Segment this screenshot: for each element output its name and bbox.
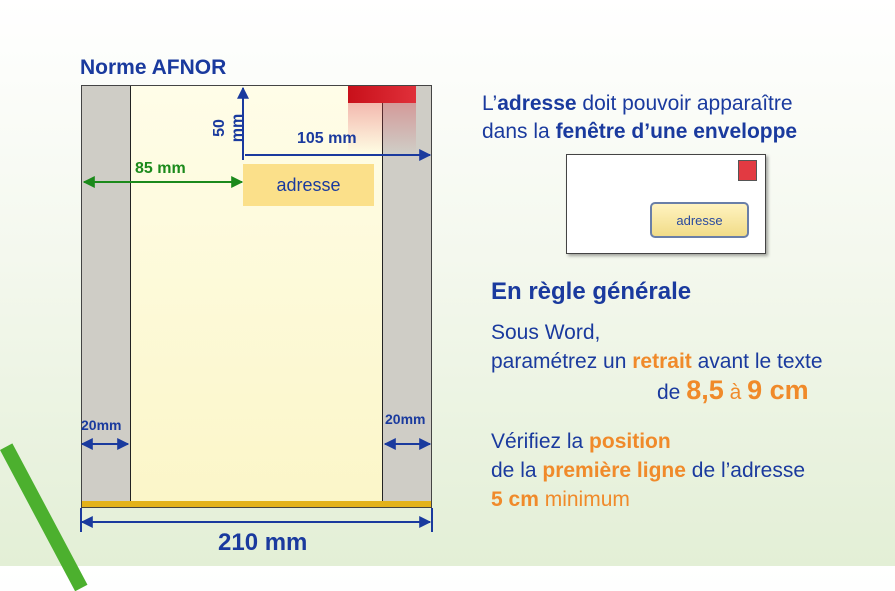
left-margin (82, 86, 131, 507)
p2-l2-c: de l’adresse (685, 459, 806, 482)
envelope-window-address: adresse (650, 202, 749, 238)
p1-line-2: paramétrez un retrait avant le texte (491, 347, 823, 376)
envelope-stamp (738, 160, 757, 181)
p2-l1-b: position (589, 430, 671, 453)
p2-line-1: Vérifiez la position (491, 427, 805, 456)
stamp-shadow (348, 103, 416, 153)
label-105mm: 105 mm (297, 130, 357, 147)
p2-l1-a: Vérifiez la (491, 430, 590, 453)
p1-l2-c: avant le texte (691, 350, 823, 373)
p1-l3-a: de (657, 381, 687, 404)
p1-l3-c: à (723, 381, 748, 404)
p1-line-1: Sous Word, (491, 321, 601, 344)
general-heading: En règle générale (491, 278, 692, 305)
intro-l2-b: fenêtre d’une enveloppe (555, 120, 798, 143)
intro-l1-b: adresse (497, 92, 577, 115)
p1-line-3: de 8,5 à 9 cm (491, 376, 823, 407)
stamp-area (348, 86, 416, 103)
intro-l1-c: doit pouvoir apparaître (576, 92, 793, 115)
position-paragraph: Vérifiez la position de la première lign… (491, 427, 805, 514)
address-box: adresse (243, 164, 374, 206)
diagram-title: Norme AFNOR (80, 56, 227, 79)
intro-l1-a: L’ (482, 92, 498, 115)
dimension-arrows (80, 86, 433, 532)
p1-l2-b: retrait (632, 350, 692, 373)
p2-l2-a: de la (491, 459, 543, 482)
label-20mm-right: 20mm (385, 411, 426, 427)
word-paragraph: Sous Word, paramétrez un retrait avant l… (491, 318, 823, 407)
p1-l3-b: 8,5 (686, 375, 724, 405)
p2-l2-b: première ligne (542, 459, 686, 482)
label-85mm: 85 mm (135, 160, 186, 177)
envelope-illustration: adresse (566, 154, 766, 254)
intro-line-1: L’adresse doit pouvoir apparaître (482, 90, 797, 118)
p1-l2-a: paramétrez un (491, 350, 633, 373)
p2-l3-a: 5 cm (491, 488, 539, 511)
label-50mm: 50 mm (211, 113, 246, 143)
intro-text: L’adresse doit pouvoir apparaître dans l… (482, 90, 797, 146)
p2-line-2: de la première ligne de l’adresse (491, 456, 805, 485)
a4-page-diagram (81, 85, 432, 508)
p2-line-3: 5 cm minimum (491, 485, 805, 514)
label-210mm: 210 mm (218, 529, 308, 556)
label-20mm-left: 20mm (81, 417, 122, 433)
bottom-strip (82, 501, 431, 507)
intro-l2-a: dans la (482, 120, 556, 143)
p2-l3-b: minimum (538, 488, 630, 511)
p1-l3-d: 9 cm (747, 375, 809, 405)
intro-line-2: dans la fenêtre d’une enveloppe (482, 118, 797, 146)
